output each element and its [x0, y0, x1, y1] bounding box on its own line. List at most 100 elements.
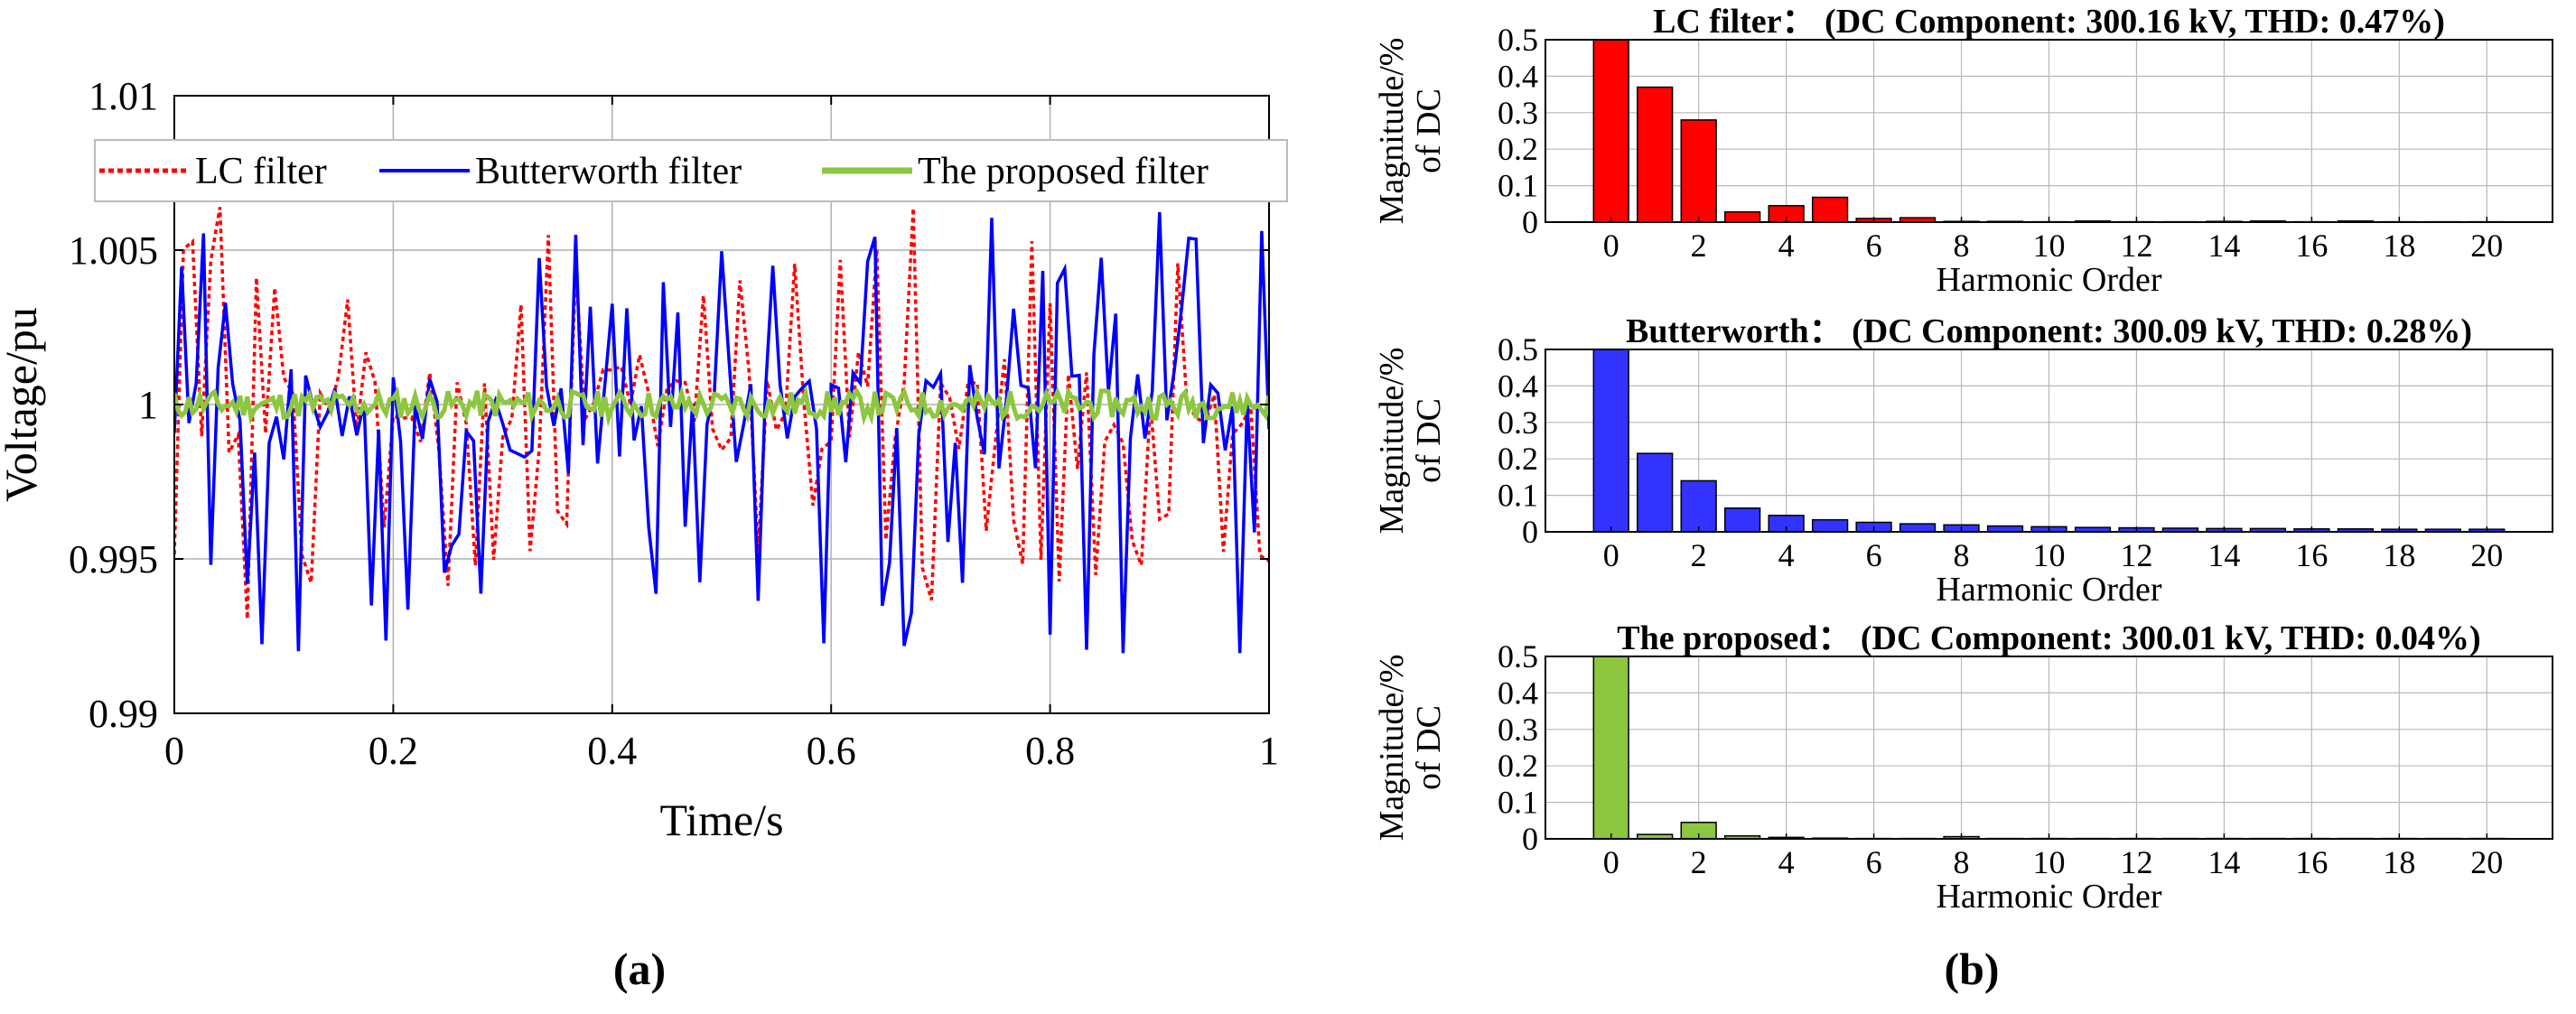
y-axis-label-line1: Magnitude/% [1373, 655, 1411, 842]
x-tick-label: 6 [1866, 228, 1882, 264]
x-tick-label: 12 [2120, 537, 2152, 573]
caption-b: (b) [1944, 944, 1999, 994]
x-tick-label: 2 [1691, 844, 1707, 880]
legend-label: The proposed filter [918, 151, 1209, 192]
x-axis-label: Harmonic Order [1936, 261, 2161, 299]
y-tick-label: 0.5 [1498, 22, 1538, 58]
x-tick-label: 0.6 [807, 729, 856, 773]
x-tick-label: 0 [1603, 228, 1619, 264]
x-tick-label: 8 [1954, 844, 1970, 880]
bar [1811, 518, 1849, 533]
y-axis-label-line2: of DC [1410, 705, 1448, 790]
panel-a-line-chart: 0 0.2 0.4 0.6 0.8 1 0.99 0.995 1 1.005 1.01 Time/s V… [0, 74, 1288, 845]
bar [1724, 507, 1761, 533]
x-tick-label: 16 [2295, 844, 2328, 880]
x-tick-label: 6 [1866, 844, 1882, 880]
y-tick-label: 0.1 [1498, 478, 1538, 514]
bar [1811, 196, 1849, 223]
y-tick-label: 1 [138, 383, 158, 427]
x-tick-label: 14 [2207, 228, 2240, 264]
bar [1899, 523, 1937, 533]
x-tick-label: 12 [2120, 844, 2152, 880]
y-tick-label: 0 [1522, 821, 1538, 857]
x-tick-label: 4 [1778, 228, 1795, 264]
y-tick-label: 0.1 [1498, 785, 1538, 821]
legend-label: LC filter [195, 151, 327, 192]
x-tick-label: 18 [2383, 844, 2415, 880]
x-tick-label: 10 [2033, 228, 2066, 264]
bar [1724, 210, 1761, 223]
y-tick-label: 0.995 [69, 537, 158, 581]
y-axis-label-line1: Magnitude/% [1373, 348, 1411, 535]
y-axis-label-line2: of DC [1410, 88, 1448, 173]
x-tick-label: 0 [164, 729, 184, 773]
y-tick-label: 0.5 [1498, 638, 1538, 674]
x-tick-label: 0 [1603, 844, 1619, 880]
x-axis-label: Harmonic Order [1936, 571, 2161, 609]
x-tick-label: 8 [1954, 537, 1970, 573]
x-tick-label: 4 [1778, 537, 1795, 573]
chart-title: LC filter： (DC Component: 300.16 kV, THD… [1653, 3, 2445, 41]
x-tick-label: 20 [2470, 228, 2503, 264]
x-tick-label: 0.4 [587, 729, 637, 773]
x-tick-label: 10 [2033, 537, 2066, 573]
x-tick-label: 20 [2470, 537, 2503, 573]
y-axis-label-line2: of DC [1410, 398, 1448, 483]
legend-label: Butterworth filter [475, 151, 742, 192]
x-tick-label: 2 [1691, 228, 1707, 264]
x-tick-label: 16 [2295, 537, 2328, 573]
y-axis-label: Voltage/pu [0, 307, 46, 502]
bar [1680, 479, 1717, 533]
y-tick-label: 0.2 [1498, 131, 1538, 167]
y-tick-label: 0.4 [1498, 58, 1538, 94]
series-line-butterworth-filter [174, 211, 1269, 654]
y-tick-label: 0.2 [1498, 748, 1538, 784]
legend: LC filter Butterworth filter The proposed … [94, 139, 1288, 202]
series-line-the-proposed-filter [174, 384, 1269, 427]
chart-title: The proposed： (DC Component: 300.01 kV, … [1617, 619, 2480, 657]
x-tick-label: 6 [1866, 537, 1882, 573]
y-tick-label: 0.4 [1498, 367, 1538, 404]
x-tick-label: 4 [1778, 844, 1795, 880]
bar [1592, 39, 1629, 223]
y-tick-label: 0.99 [89, 692, 158, 736]
bar [1592, 656, 1629, 840]
x-tick-label: 8 [1954, 228, 1970, 264]
bar [1592, 349, 1629, 533]
y-tick-label: 0.4 [1498, 674, 1538, 711]
y-tick-label: 0.5 [1498, 331, 1538, 367]
x-tick-label: 1 [1259, 729, 1279, 773]
y-tick-label: 0.3 [1498, 405, 1538, 441]
x-axis-label: Harmonic Order [1936, 878, 2161, 916]
chart-title: Butterworth： (DC Component: 300.09 kV, T… [1626, 312, 2472, 350]
x-tick-label: 16 [2295, 228, 2328, 264]
y-tick-label: 0.2 [1498, 441, 1538, 477]
y-tick-label: 1.01 [89, 74, 158, 118]
y-tick-label: 0.1 [1498, 168, 1538, 204]
y-axis-label-line1: Magnitude/% [1373, 38, 1411, 225]
x-tick-label: 0.2 [369, 729, 418, 773]
y-tick-label: 0.3 [1498, 712, 1538, 748]
x-tick-label: 14 [2207, 537, 2240, 573]
y-tick-label: 0.3 [1498, 95, 1538, 131]
x-tick-label: 0 [1603, 537, 1619, 573]
x-tick-label: 18 [2383, 228, 2415, 264]
x-tick-label: 0.8 [1025, 729, 1075, 773]
x-tick-label: 20 [2470, 844, 2503, 880]
x-tick-label: 18 [2383, 537, 2415, 573]
x-tick-label: 2 [1691, 537, 1707, 573]
bar [1637, 452, 1674, 533]
x-tick-label: 10 [2033, 844, 2066, 880]
y-tick-label: 1.005 [69, 228, 158, 273]
x-tick-label: 14 [2207, 844, 2240, 880]
bar [1680, 119, 1717, 223]
x-axis-label: Time/s [659, 795, 783, 845]
bar [1637, 86, 1674, 223]
legend-box [94, 139, 1288, 202]
y-tick-label: 0 [1522, 204, 1538, 240]
